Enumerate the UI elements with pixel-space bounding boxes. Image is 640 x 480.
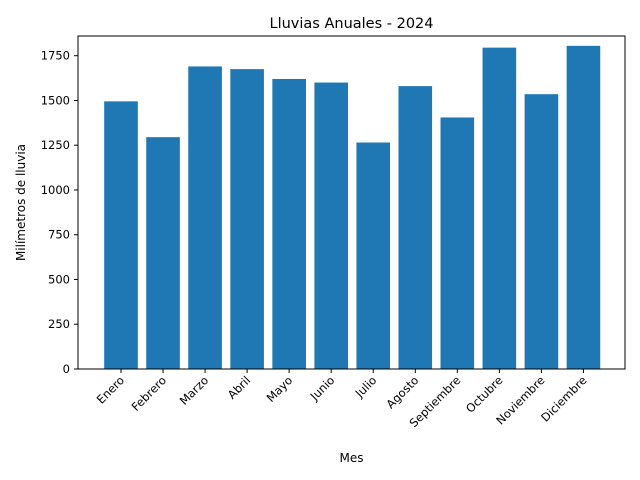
bar-marzo xyxy=(188,66,222,369)
bar-junio xyxy=(314,82,348,370)
x-tick-label: Agosto xyxy=(383,373,421,411)
x-tick-label: Marzo xyxy=(177,373,211,407)
y-tick-label: 0 xyxy=(63,362,70,376)
chart-title: Lluvias Anuales - 2024 xyxy=(270,16,434,32)
y-axis-label: Milímetros de lluvia xyxy=(14,144,28,261)
bar-abril xyxy=(230,69,264,370)
bar-julio xyxy=(356,142,391,369)
bar-diciembre xyxy=(566,45,601,369)
y-tick-label: 1500 xyxy=(41,93,70,107)
bar-agosto xyxy=(398,86,433,369)
bar-mayo xyxy=(272,78,306,369)
x-tick-label: Febrero xyxy=(129,373,170,414)
y-tick-label: 250 xyxy=(48,317,70,331)
x-tick-label: Julio xyxy=(352,373,380,401)
bar-febrero xyxy=(146,137,180,369)
x-axis: Enero Febrero Marzo Abril Mayo Junio Julio Agos… xyxy=(94,369,590,430)
y-tick-label: 750 xyxy=(48,228,70,242)
bar-octubre xyxy=(482,47,517,369)
x-tick-label: Enero xyxy=(94,373,127,406)
bars-group xyxy=(104,45,601,370)
y-tick-label: 500 xyxy=(48,272,70,286)
y-tick-label: 1750 xyxy=(41,49,70,63)
x-tick-label: Diciembre xyxy=(538,373,589,424)
y-tick-label: 1000 xyxy=(41,183,70,197)
x-tick-label: Abril xyxy=(225,373,253,401)
bar-noviembre xyxy=(524,94,559,369)
bar-septiembre xyxy=(440,117,475,370)
x-tick-label: Mayo xyxy=(264,373,296,405)
x-tick-label: Octubre xyxy=(463,373,505,415)
y-tick-label: 1250 xyxy=(41,138,70,152)
plot-frame xyxy=(77,35,626,370)
bar-enero xyxy=(104,101,138,369)
x-axis-label: Mes xyxy=(340,451,364,465)
y-axis: 0 250 500 750 1000 1250 1500 1750 xyxy=(41,49,78,376)
x-tick-label: Junio xyxy=(307,373,338,404)
